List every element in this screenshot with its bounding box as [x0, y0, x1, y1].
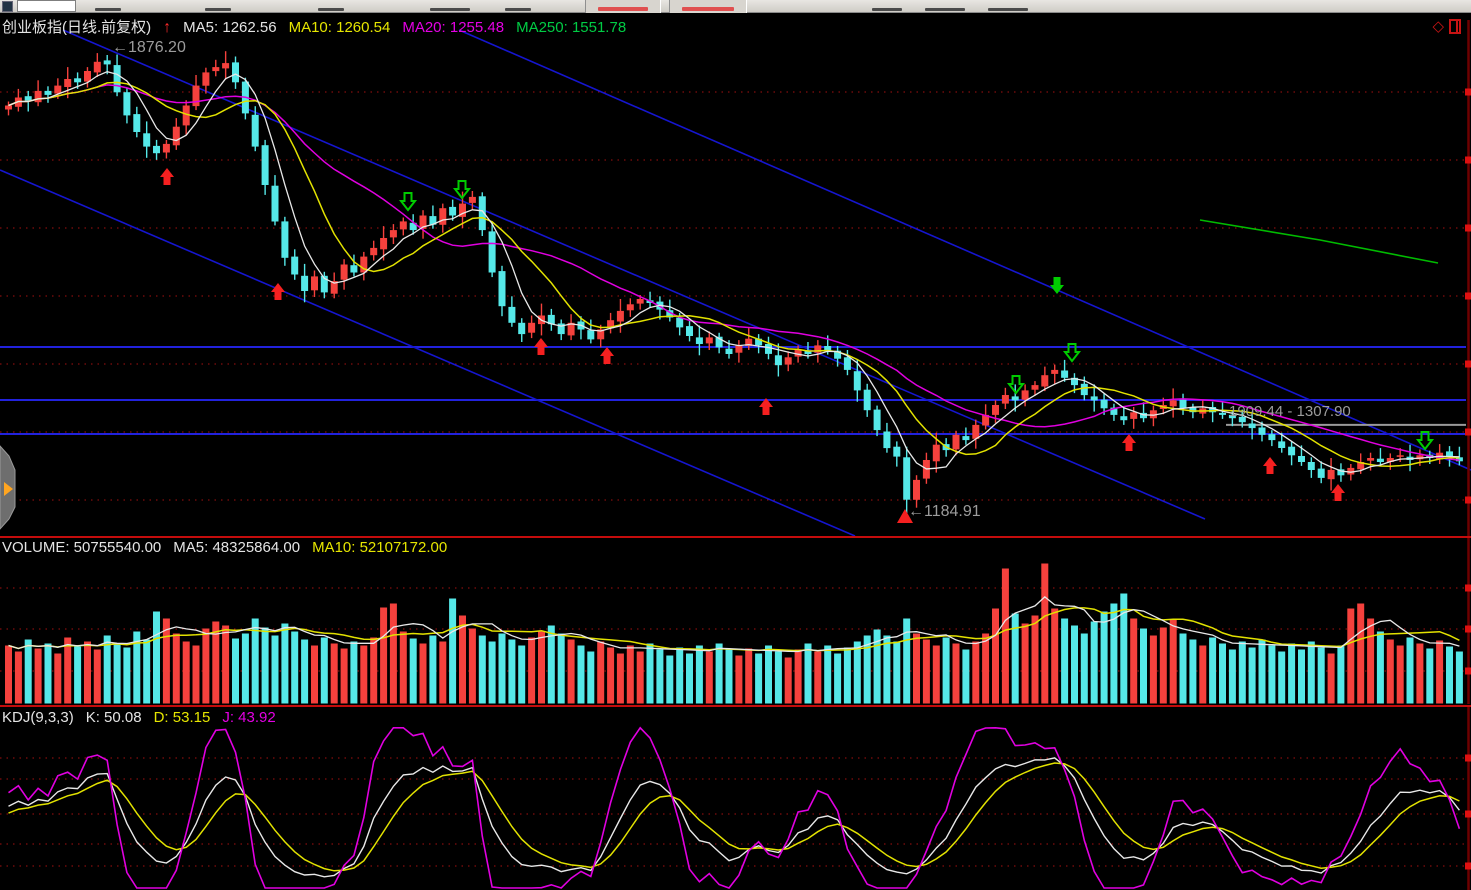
- main-price-chart[interactable]: [0, 13, 1471, 536]
- high-price-label: ←1876.20: [112, 39, 186, 56]
- toolbar-button-1[interactable]: [585, 0, 661, 13]
- kdj-d-value: D: 53.15: [153, 709, 211, 726]
- kdj-j-value: J: 43.92: [222, 709, 276, 726]
- volume-ma10: MA10: 52107172.00: [312, 539, 448, 556]
- ma250-legend: MA250: 1551.78: [516, 19, 627, 36]
- ma5-legend: MA5: 1262.56: [183, 19, 277, 36]
- price-range-label: 1909.44 - 1307.90: [1229, 403, 1351, 420]
- stock-code-input[interactable]: [17, 0, 76, 12]
- menu-item-stub[interactable]: [205, 8, 231, 11]
- kdj-chart[interactable]: [0, 707, 1471, 890]
- main-chart-header: 创业板指(日线.前复权) ↑ MA5: 1262.56 MA10: 1260.54 MA…: [2, 16, 638, 37]
- toolbar-button-2[interactable]: [669, 0, 747, 13]
- ma20-legend: MA20: 1255.48: [402, 19, 505, 36]
- top-menu-bar[interactable]: [0, 0, 1471, 13]
- menu-item-stub[interactable]: [95, 8, 121, 11]
- diamond-icon[interactable]: ◇: [1432, 17, 1444, 35]
- volume-header: VOLUME: 50755540.00 MA5: 48325864.00 MA10:…: [2, 539, 459, 556]
- volume-ma5: MA5: 48325864.00: [173, 539, 301, 556]
- menu-item-stub[interactable]: [430, 8, 470, 11]
- menu-item-stub[interactable]: [318, 8, 344, 11]
- chart-corner-controls: ◇: [1432, 19, 1461, 34]
- window-split-icon[interactable]: [1449, 19, 1461, 34]
- panel-expand-tab[interactable]: [0, 445, 17, 531]
- chart-title: 创业板指(日线.前复权): [2, 19, 152, 36]
- kdj-header: KDJ(9,3,3) K: 50.08 D: 53.15 J: 43.92: [2, 709, 288, 726]
- kdj-k-value: K: 50.08: [85, 709, 142, 726]
- menu-item-stub[interactable]: [925, 8, 965, 11]
- low-price-label: ←1184.91: [908, 503, 981, 520]
- menu-item-stub[interactable]: [505, 8, 531, 11]
- volume-chart[interactable]: [0, 538, 1471, 704]
- panel-separator[interactable]: [0, 536, 1471, 538]
- kdj-name: KDJ(9,3,3): [2, 709, 74, 726]
- menu-item-stub[interactable]: [872, 8, 902, 11]
- app-icon[interactable]: [2, 1, 13, 12]
- menu-item-stub[interactable]: [988, 8, 1028, 11]
- panel-separator[interactable]: [0, 705, 1471, 707]
- expand-arrow-icon: [4, 482, 13, 496]
- ma10-legend: MA10: 1260.54: [288, 19, 391, 36]
- signal-up-arrow-icon: ↑: [163, 19, 172, 36]
- volume-value: VOLUME: 50755540.00: [2, 539, 162, 556]
